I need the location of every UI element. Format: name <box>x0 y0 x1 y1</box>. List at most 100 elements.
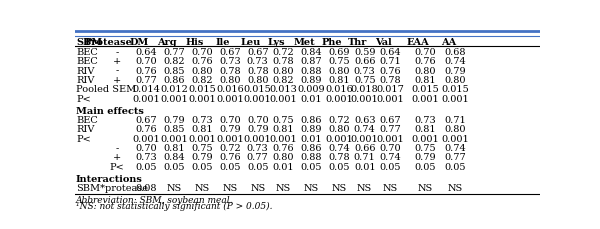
Text: 0.013: 0.013 <box>269 85 297 94</box>
Text: BEC: BEC <box>76 115 98 124</box>
Text: 0.05: 0.05 <box>136 162 157 171</box>
Text: ¹NS: not statistically significant (P > 0.05).: ¹NS: not statistically significant (P > … <box>76 201 272 210</box>
Text: 0.75: 0.75 <box>415 143 436 153</box>
Text: 0.80: 0.80 <box>247 76 268 85</box>
Text: 0.001: 0.001 <box>269 134 297 143</box>
Text: 0.70: 0.70 <box>191 48 213 57</box>
Text: +: + <box>113 153 121 162</box>
Text: 0.001: 0.001 <box>244 94 272 103</box>
Text: 0.014: 0.014 <box>132 85 160 94</box>
Text: 0.001: 0.001 <box>411 134 439 143</box>
Text: 0.001: 0.001 <box>188 134 216 143</box>
Text: 0.66: 0.66 <box>354 57 376 66</box>
Text: 0.64: 0.64 <box>136 48 157 57</box>
Text: 0.81: 0.81 <box>415 125 436 134</box>
Text: 0.76: 0.76 <box>191 57 213 66</box>
Text: 0.76: 0.76 <box>136 66 157 75</box>
Text: 0.75: 0.75 <box>272 115 294 124</box>
Text: 0.79: 0.79 <box>219 125 241 134</box>
Text: 0.80: 0.80 <box>191 66 212 75</box>
Text: -: - <box>115 143 118 153</box>
Text: NS: NS <box>250 183 265 192</box>
Text: 0.001: 0.001 <box>442 134 469 143</box>
Text: 0.74: 0.74 <box>354 125 376 134</box>
Text: 0.05: 0.05 <box>415 162 436 171</box>
Text: 0.77: 0.77 <box>379 125 401 134</box>
Text: 0.82: 0.82 <box>272 76 294 85</box>
Text: 0.77: 0.77 <box>247 153 269 162</box>
Text: 0.63: 0.63 <box>354 115 376 124</box>
Text: 0.68: 0.68 <box>445 48 466 57</box>
Text: 0.84: 0.84 <box>301 48 322 57</box>
Text: 0.79: 0.79 <box>163 115 185 124</box>
Text: 0.81: 0.81 <box>163 143 185 153</box>
Text: 0.86: 0.86 <box>163 76 185 85</box>
Text: NS: NS <box>383 183 398 192</box>
Text: 0.71: 0.71 <box>379 57 401 66</box>
Text: 0.76: 0.76 <box>379 66 401 75</box>
Text: NS: NS <box>222 183 238 192</box>
Text: 0.018: 0.018 <box>351 85 379 94</box>
Text: 0.01: 0.01 <box>301 94 322 103</box>
Text: 0.015: 0.015 <box>188 85 216 94</box>
Text: 0.71: 0.71 <box>445 115 466 124</box>
Text: 0.70: 0.70 <box>136 143 157 153</box>
Text: 0.81: 0.81 <box>415 76 436 85</box>
Text: NS: NS <box>331 183 347 192</box>
Text: 0.05: 0.05 <box>191 162 212 171</box>
Text: 0.001: 0.001 <box>132 134 160 143</box>
Text: Met: Met <box>293 38 315 47</box>
Text: EAA: EAA <box>407 38 430 47</box>
Text: Val: Val <box>375 38 392 47</box>
Text: 0.75: 0.75 <box>191 143 213 153</box>
Text: 0.88: 0.88 <box>301 66 322 75</box>
Text: Pooled SEM: Pooled SEM <box>76 85 136 94</box>
Text: 0.01: 0.01 <box>272 162 294 171</box>
Text: 0.64: 0.64 <box>379 48 401 57</box>
Text: BEC: BEC <box>76 57 98 66</box>
Text: 0.82: 0.82 <box>191 76 213 85</box>
Text: 0.70: 0.70 <box>415 48 436 57</box>
Text: 0.78: 0.78 <box>379 76 401 85</box>
Text: 0.72: 0.72 <box>272 48 294 57</box>
Text: NS: NS <box>194 183 209 192</box>
Text: 0.001: 0.001 <box>216 94 244 103</box>
Text: Lys: Lys <box>268 38 285 47</box>
Text: 0.001: 0.001 <box>442 94 469 103</box>
Text: 0.67: 0.67 <box>136 115 157 124</box>
Text: 0.79: 0.79 <box>445 66 466 75</box>
Text: 0.05: 0.05 <box>328 162 350 171</box>
Text: 0.77: 0.77 <box>135 76 157 85</box>
Text: 0.86: 0.86 <box>301 115 322 124</box>
Text: 0.01: 0.01 <box>354 162 376 171</box>
Text: NS: NS <box>304 183 319 192</box>
Text: 0.75: 0.75 <box>328 57 350 66</box>
Text: 0.78: 0.78 <box>219 66 241 75</box>
Text: 0.80: 0.80 <box>219 76 241 85</box>
Text: 0.74: 0.74 <box>445 57 466 66</box>
Text: 0.05: 0.05 <box>445 162 466 171</box>
Text: 0.80: 0.80 <box>272 153 294 162</box>
Text: 0.001: 0.001 <box>325 94 353 103</box>
Text: 0.76: 0.76 <box>272 143 294 153</box>
Text: 0.74: 0.74 <box>379 153 401 162</box>
Text: 0.001: 0.001 <box>351 94 379 103</box>
Text: RIV: RIV <box>76 66 94 75</box>
Text: 0.001: 0.001 <box>188 94 216 103</box>
Text: 0.001: 0.001 <box>244 134 272 143</box>
Text: 0.001: 0.001 <box>216 134 244 143</box>
Text: 0.80: 0.80 <box>445 76 466 85</box>
Text: 0.81: 0.81 <box>328 76 350 85</box>
Text: 0.87: 0.87 <box>301 57 322 66</box>
Text: 0.05: 0.05 <box>301 162 322 171</box>
Text: Arg: Arg <box>157 38 177 47</box>
Text: 0.70: 0.70 <box>136 57 157 66</box>
Text: 0.73: 0.73 <box>219 57 241 66</box>
Text: 0.76: 0.76 <box>415 57 436 66</box>
Text: Main effects: Main effects <box>76 106 144 115</box>
Text: NS: NS <box>275 183 291 192</box>
Text: Thr: Thr <box>348 38 367 47</box>
Text: -: - <box>115 48 118 57</box>
Text: 0.001: 0.001 <box>132 94 160 103</box>
Text: +: + <box>113 57 121 66</box>
